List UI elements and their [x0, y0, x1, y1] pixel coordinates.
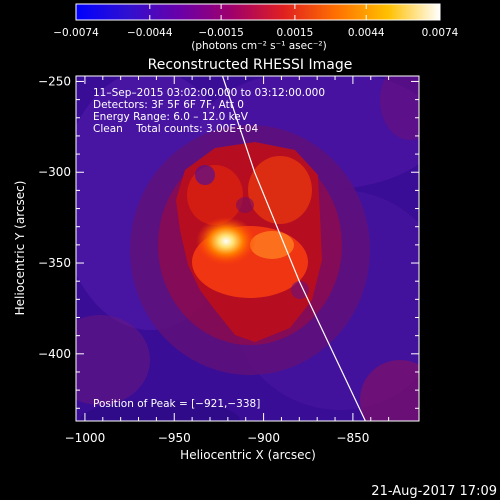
colorbar-tick-label: −0.0074 [53, 27, 99, 39]
colorbar-tick-label: 0.0015 [277, 27, 314, 39]
source-hole [195, 165, 215, 185]
y-tick-label: −300 [38, 165, 71, 179]
x-tick-label: −1000 [65, 431, 106, 445]
colorbar-unit-label: (photons cm⁻² s⁻¹ asec⁻²) [191, 40, 326, 52]
chart-title: Reconstructed RHESSI Image [148, 57, 353, 73]
peak-source [196, 217, 257, 266]
background-blob [76, 315, 150, 405]
annotation-counts: Clean Total counts: 3.00E+04 [93, 123, 258, 135]
x-tick-label: −850 [336, 431, 369, 445]
source-hole [236, 197, 254, 213]
colorbar-tick-label: −0.0015 [198, 27, 244, 39]
colorbar-tick-label: −0.0044 [127, 27, 173, 39]
colorbar-ticks: −0.0074 −0.0044 −0.0015 0.0015 0.0044 0.0074 [53, 4, 459, 39]
annotation-block: 11–Sep–2015 03:02:00.000 to 03:12:00.000… [93, 87, 325, 135]
colorbar: −0.0074 −0.0044 −0.0015 0.0015 0.0044 0.0074 … [53, 3, 459, 52]
y-tick-label: −250 [38, 74, 71, 88]
x-tick-label: −900 [247, 431, 280, 445]
y-axis-ticks: −400 −350 −300 −250 [38, 74, 419, 409]
annotation-detectors: Detectors: 3F 5F 6F 7F, Att 0 [93, 99, 244, 111]
footer-date: 21-Aug-2017 17:09 [371, 484, 497, 499]
annotation-energy: Energy Range: 6.0 – 12.0 keV [93, 111, 249, 123]
background-blob [360, 360, 419, 421]
y-tick-label: −400 [38, 347, 71, 361]
colorbar-tick-label: 0.0044 [348, 27, 385, 39]
source-lobe [248, 156, 312, 224]
y-tick-label: −350 [38, 256, 71, 270]
x-axis-ticks: −1000 −950 −900 −850 [65, 76, 390, 445]
background-blob [380, 76, 419, 140]
annotation-time: 11–Sep–2015 03:02:00.000 to 03:12:00.000 [93, 87, 325, 99]
plot-frame [75, 75, 420, 422]
source-lobe [250, 231, 294, 259]
x-axis-label: Heliocentric X (arcsec) [180, 448, 316, 462]
solar-limb-arc [221, 76, 366, 421]
source-hole [291, 281, 309, 299]
y-axis-label: Heliocentric Y (arcsec) [13, 181, 27, 316]
colorbar-bar [75, 3, 441, 21]
peak-position-text: Position of Peak = [−921,−338] [93, 398, 260, 410]
colorbar-tick-label: 0.0074 [422, 27, 459, 39]
background-blob [80, 400, 240, 421]
x-tick-label: −950 [158, 431, 191, 445]
plot-image [76, 76, 419, 421]
